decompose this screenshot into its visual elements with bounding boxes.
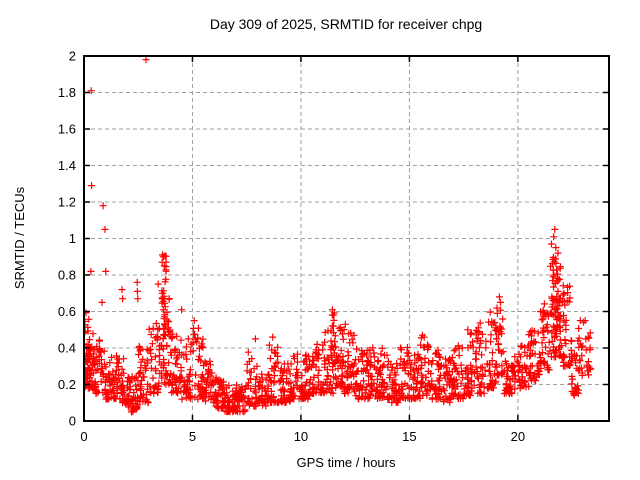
x-tick-label: 15 <box>402 429 416 444</box>
y-axis-label: SRMTID / TECUs <box>12 186 27 289</box>
x-tick-label: 10 <box>294 429 308 444</box>
y-tick-label: 1 <box>69 231 76 246</box>
y-tick-label: 0.8 <box>58 268 76 283</box>
y-tick-label: 1.4 <box>58 158 76 173</box>
y-tick-label: 1.6 <box>58 122 76 137</box>
y-tick-label: 0.6 <box>58 304 76 319</box>
y-tick-label: 0 <box>69 414 76 429</box>
y-tick-label: 1.2 <box>58 195 76 210</box>
tick-marks <box>83 55 609 422</box>
y-tick-label: 2 <box>69 49 76 64</box>
y-tick-label: 1.8 <box>58 85 76 100</box>
x-axis-label: GPS time / hours <box>297 455 396 470</box>
x-tick-label: 0 <box>80 429 87 444</box>
x-tick-label: 20 <box>511 429 525 444</box>
y-tick-label: 0.4 <box>58 341 76 356</box>
data-point-markers <box>84 56 595 416</box>
scatter-points <box>84 56 595 416</box>
x-tick-label: 5 <box>189 429 196 444</box>
tick-labels: 00.20.40.60.811.21.41.61.820 5 10 15 20 <box>58 49 525 445</box>
chart-title: Day 309 of 2025, SRMTID for receiver chp… <box>210 16 482 32</box>
y-tick-label: 0.2 <box>58 377 76 392</box>
